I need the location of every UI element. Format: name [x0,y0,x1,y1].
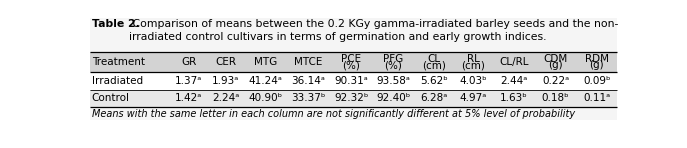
Text: 6.28ᵃ: 6.28ᵃ [420,93,447,103]
Text: 4.97ᵃ: 4.97ᵃ [460,93,486,103]
Text: RDM: RDM [585,53,609,63]
Text: (%): (%) [342,60,360,70]
Text: Comparison of means between the 0.2 KGy gamma-irradiated barley seeds and the no: Comparison of means between the 0.2 KGy … [129,20,619,42]
Text: CDM: CDM [543,53,567,63]
Text: Table 2.: Table 2. [92,20,140,29]
Text: 5.62ᵇ: 5.62ᵇ [420,76,448,86]
Text: 0.09ᵇ: 0.09ᵇ [583,76,611,86]
Bar [90,90,617,107]
Text: 92.32ᵇ: 92.32ᵇ [334,93,368,103]
Text: 1.63ᵇ: 1.63ᵇ [500,93,528,103]
Text: (cm): (cm) [461,60,485,70]
Text: CL/RL: CL/RL [499,57,528,67]
Text: 0.22ᵃ: 0.22ᵃ [542,76,570,86]
Text: 40.90ᵇ: 40.90ᵇ [248,93,282,103]
Text: (g): (g) [548,60,563,70]
Bar [90,72,617,90]
Text: PCE: PCE [341,53,361,63]
Text: 36.14ᵃ: 36.14ᵃ [291,76,325,86]
Text: 90.31ᵃ: 90.31ᵃ [335,76,368,86]
Text: 1.42ᵃ: 1.42ᵃ [175,93,203,103]
Text: 93.58ᵃ: 93.58ᵃ [376,76,410,86]
Bar [90,107,617,120]
Text: Means with the same letter in each column are not significantly different at 5% : Means with the same letter in each colum… [92,109,575,119]
Text: 0.18ᵇ: 0.18ᵇ [542,93,570,103]
Text: 92.40ᵇ: 92.40ᵇ [376,93,410,103]
Bar [90,18,617,52]
Text: (g): (g) [589,60,605,70]
Text: GR: GR [181,57,196,67]
Text: Treatment: Treatment [92,57,145,67]
Text: 0.11ᵃ: 0.11ᵃ [583,93,611,103]
Text: CL: CL [427,53,440,63]
Text: 41.24ᵃ: 41.24ᵃ [249,76,282,86]
Text: CER: CER [215,57,236,67]
Text: MTCE: MTCE [294,57,322,67]
Text: 2.24ᵃ: 2.24ᵃ [212,93,239,103]
Text: 1.37ᵃ: 1.37ᵃ [175,76,203,86]
Text: (%): (%) [384,60,402,70]
Text: 1.93ᵃ: 1.93ᵃ [212,76,239,86]
Text: Irradiated: Irradiated [92,76,143,86]
Text: Control: Control [92,93,130,103]
Bar [90,52,617,72]
Text: (cm): (cm) [422,60,446,70]
Text: 4.03ᵇ: 4.03ᵇ [460,76,487,86]
Text: 2.44ᵃ: 2.44ᵃ [500,76,528,86]
Text: MTG: MTG [254,57,277,67]
Text: 33.37ᵇ: 33.37ᵇ [291,93,326,103]
Text: RL: RL [466,53,480,63]
Text: PFG: PFG [383,53,403,63]
